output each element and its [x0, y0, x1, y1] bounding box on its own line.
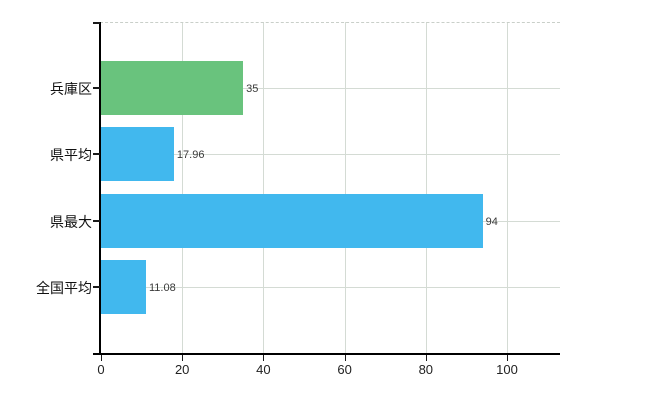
y-axis-label-全国平均: 全国平均	[36, 279, 92, 296]
x-axis-tick	[507, 355, 508, 361]
bar-県平均	[101, 127, 174, 182]
x-axis-tick-label: 0	[97, 362, 105, 377]
y-axis-top-tick	[93, 22, 100, 24]
y-axis-tick	[93, 87, 100, 90]
x-axis-tick	[182, 355, 184, 361]
y-axis-label-県最大: 県最大	[50, 213, 92, 230]
bar-全国平均	[101, 259, 146, 314]
bar-value-label: 11.08	[148, 281, 176, 294]
y-axis-line	[99, 22, 101, 353]
y-axis-tick	[93, 219, 100, 222]
bar-value-label: 17.96	[176, 149, 205, 162]
gridline-horizontal	[100, 154, 560, 156]
x-axis-tick	[263, 355, 265, 361]
x-axis-tick	[425, 355, 427, 361]
plot-top-border	[100, 22, 560, 23]
bar-value-label: 35	[246, 83, 259, 96]
gridline-vertical	[425, 22, 427, 353]
gridline-horizontal	[100, 286, 560, 288]
x-axis-tick-label: 80	[418, 362, 434, 377]
gridline-vertical	[507, 22, 508, 353]
x-axis-line	[93, 353, 560, 355]
y-axis-tick	[93, 285, 100, 288]
bar-兵庫区	[101, 61, 244, 116]
bar-value-label: 94	[485, 215, 498, 228]
gridline-vertical	[182, 22, 184, 353]
x-axis-tick	[344, 355, 346, 361]
x-axis-tick-label: 20	[174, 362, 190, 377]
gridline-vertical	[344, 22, 346, 353]
bar-県最大	[101, 193, 483, 248]
y-axis-tick	[93, 153, 100, 156]
gridline-horizontal	[100, 88, 560, 90]
x-axis-tick	[101, 355, 102, 361]
gridline-vertical	[263, 22, 265, 353]
x-axis-tick-label: 40	[256, 362, 271, 377]
x-axis-tick-label: 100	[496, 362, 518, 377]
y-axis-label-兵庫区: 兵庫区	[50, 81, 92, 98]
y-axis-label-県平均: 県平均	[50, 147, 92, 164]
x-axis-tick-label: 60	[337, 362, 352, 377]
